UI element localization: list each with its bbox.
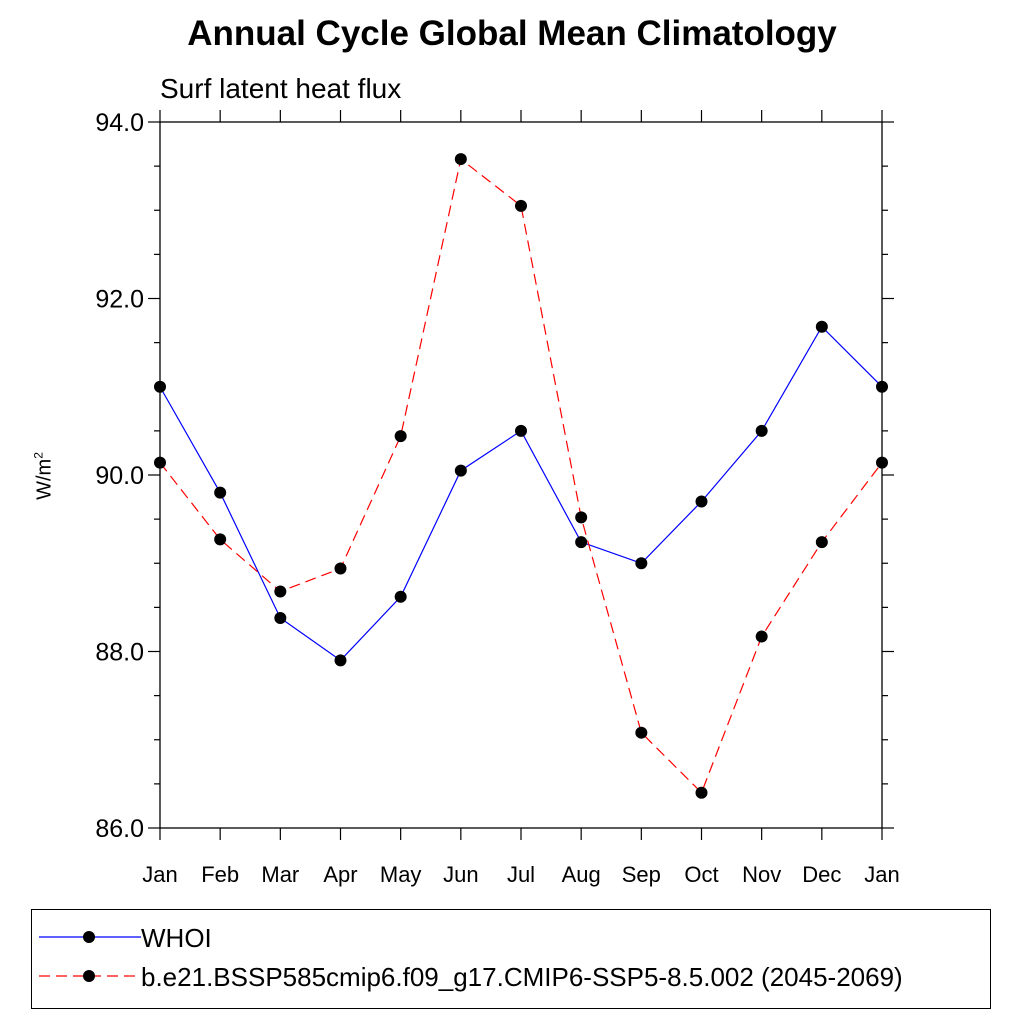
legend-marker-whoi (83, 931, 95, 943)
data-point-ssp585 (334, 562, 347, 575)
y-tick-label: 94.0 (95, 109, 144, 137)
x-tick-label: Mar (261, 862, 299, 887)
data-point-whoi (154, 380, 166, 393)
data-point-whoi (334, 654, 347, 667)
x-tick-label: Jul (507, 862, 535, 887)
x-tick-label: Jan (142, 862, 177, 887)
x-tick-label: Dec (802, 862, 841, 887)
data-point-whoi (815, 320, 828, 333)
chart-subtitle: Surf latent heat flux (160, 73, 402, 104)
data-point-ssp585 (575, 511, 588, 524)
y-tick-label: 92.0 (95, 286, 144, 314)
legend-entry-ssp585: b.e21.BSSP585cmip6.f09_g17.CMIP6-SSP5-8.… (32, 958, 990, 994)
legend-marker-ssp585 (83, 970, 95, 982)
x-tick-label: Jan (864, 862, 899, 887)
legend-entry-whoi: WHOI (32, 919, 990, 955)
data-point-ssp585 (454, 153, 467, 166)
x-tick-label: Sep (622, 862, 661, 887)
data-point-whoi (515, 424, 527, 437)
data-point-whoi (454, 464, 467, 477)
series-line-ssp585 (159, 158, 883, 794)
x-tick-label: Oct (684, 862, 718, 887)
data-point-ssp585 (394, 430, 407, 443)
data-point-whoi (635, 557, 648, 570)
y-tick-label: 86.0 (95, 815, 144, 843)
x-tick-label: May (380, 862, 422, 887)
data-point-whoi (755, 424, 768, 437)
series-line-whoi (159, 325, 883, 662)
data-point-whoi (274, 611, 287, 624)
data-point-ssp585 (815, 536, 828, 549)
data-point-whoi (575, 536, 588, 549)
data-point-whoi (214, 486, 227, 499)
x-tick-label: Feb (201, 862, 239, 887)
x-tick-label: Jun (443, 862, 478, 887)
plot-frame (159, 121, 883, 829)
data-point-whoi (695, 495, 708, 508)
y-tick-label: 90.0 (95, 462, 144, 490)
data-point-ssp585 (876, 456, 888, 469)
data-point-whoi (394, 590, 407, 603)
legend-label-ssp585: b.e21.BSSP585cmip6.f09_g17.CMIP6-SSP5-8.… (141, 962, 903, 992)
data-point-ssp585 (274, 585, 287, 598)
data-point-ssp585 (515, 199, 527, 212)
data-point-ssp585 (755, 630, 768, 643)
legend-label-whoi: WHOI (141, 923, 212, 953)
data-point-ssp585 (635, 726, 648, 739)
legend-symbol-ssp585 (39, 970, 141, 982)
x-tick-label: Apr (323, 862, 357, 887)
y-tick-label: 88.0 (95, 639, 144, 667)
chart-title: Annual Cycle Global Mean Climatology (187, 14, 837, 53)
legend: WHOI b.e21.BSSP585cmip6.f09_g17.CMIP6-SS… (31, 909, 991, 1009)
data-point-ssp585 (154, 456, 166, 469)
x-tick-label: Nov (742, 862, 781, 887)
legend-symbol-whoi (39, 931, 141, 943)
data-point-whoi (876, 380, 888, 393)
x-tick-label: Aug (562, 862, 601, 887)
data-point-ssp585 (695, 786, 708, 799)
data-point-ssp585 (214, 533, 227, 546)
